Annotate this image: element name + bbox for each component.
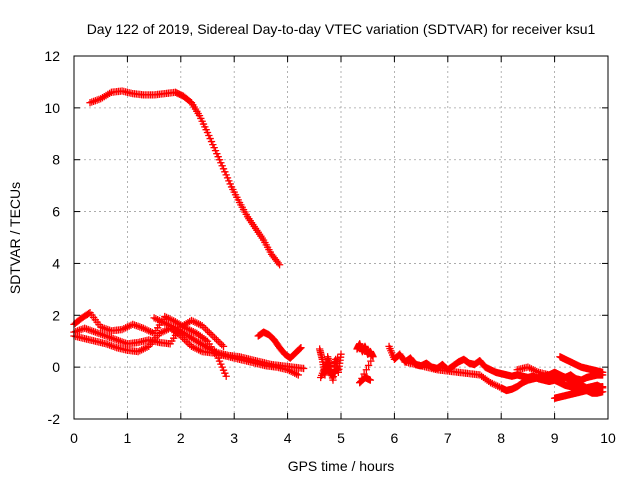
series-track-g: [353, 340, 377, 387]
data-point: [217, 159, 225, 167]
data-point: [275, 261, 284, 269]
data-point: [221, 369, 229, 377]
data-point: [332, 366, 340, 375]
x-tick-label: 7: [444, 430, 452, 446]
x-tick-labels: 0 1 2 3 4 5 6 7 8 9 10: [70, 430, 616, 446]
data-point: [219, 342, 228, 351]
data-point: [210, 143, 218, 152]
data-point: [202, 126, 210, 134]
x-tick-label: 8: [497, 430, 505, 446]
series-track-l: [550, 382, 607, 402]
series-track-d: [150, 314, 308, 373]
data-point: [215, 156, 224, 164]
x-tick-label: 10: [600, 430, 616, 446]
data-point: [599, 368, 607, 376]
y-tick-label: -2: [48, 411, 61, 427]
data-point: [211, 146, 220, 155]
x-tick-label: 0: [70, 430, 78, 446]
y-tick-labels: -2 0 2 4 6 8 10 12: [44, 48, 60, 427]
data-point: [222, 372, 230, 380]
y-tick-label: 4: [52, 255, 60, 271]
y-tick-label: 6: [52, 204, 60, 220]
data-point: [218, 363, 226, 371]
data-point: [198, 117, 206, 125]
series-high-track: [86, 87, 284, 269]
data-point: [209, 140, 217, 149]
grid-lines: [74, 56, 608, 419]
chart-title: Day 122 of 2019, Sidereal Day-to-day VTE…: [87, 21, 596, 37]
data-point: [205, 131, 213, 140]
data-point: [221, 168, 229, 176]
data-point: [222, 171, 230, 179]
data-point: [299, 364, 308, 373]
y-tick-label: 10: [44, 100, 60, 116]
x-tick-label: 1: [124, 430, 132, 446]
data-point: [201, 123, 209, 131]
data-point: [599, 382, 607, 391]
data-point: [296, 344, 304, 353]
data-points: [70, 87, 607, 402]
series-track-a: [70, 309, 230, 380]
series-track-e: [254, 328, 305, 362]
x-tick-label: 2: [177, 430, 185, 446]
x-tick-label: 5: [337, 430, 345, 446]
series-track-j: [513, 363, 607, 397]
data-point: [214, 153, 222, 161]
data-point: [219, 165, 228, 173]
data-point: [337, 350, 345, 358]
data-point: [226, 180, 234, 188]
x-axis-label: GPS time / hours: [288, 458, 395, 474]
series-track-f: [315, 345, 345, 384]
data-point: [364, 361, 373, 370]
data-point: [195, 111, 204, 120]
y-tick-label: 2: [52, 307, 60, 323]
data-point: [213, 150, 221, 158]
data-point: [197, 114, 205, 123]
axis-ticks: [73, 55, 609, 420]
data-point: [333, 354, 342, 362]
data-point: [369, 353, 377, 361]
data-point: [297, 344, 305, 352]
data-point: [223, 174, 232, 182]
data-point: [207, 137, 216, 146]
data-point: [199, 120, 208, 128]
y-tick-label: 12: [44, 48, 60, 64]
data-point: [203, 128, 212, 137]
data-point: [367, 357, 375, 365]
data-point: [333, 366, 341, 374]
data-point: [330, 358, 338, 366]
data-point: [366, 376, 375, 384]
data-point: [186, 97, 194, 106]
y-axis-label: SDTVAR / TECUs: [7, 182, 23, 294]
data-point: [219, 366, 228, 374]
x-tick-label: 4: [284, 430, 292, 446]
x-tick-label: 9: [551, 430, 559, 446]
data-point: [218, 162, 226, 170]
data-point: [215, 357, 224, 365]
data-point: [294, 371, 302, 379]
data-point: [217, 360, 225, 368]
y-tick-label: 0: [52, 359, 60, 375]
data-point: [225, 177, 233, 185]
x-tick-label: 6: [391, 430, 399, 446]
x-tick-label: 3: [230, 430, 238, 446]
series-track-k: [556, 353, 607, 376]
series-track-b: [70, 316, 228, 351]
data-point: [362, 366, 371, 374]
y-tick-label: 8: [52, 152, 60, 168]
data-point: [206, 134, 214, 143]
